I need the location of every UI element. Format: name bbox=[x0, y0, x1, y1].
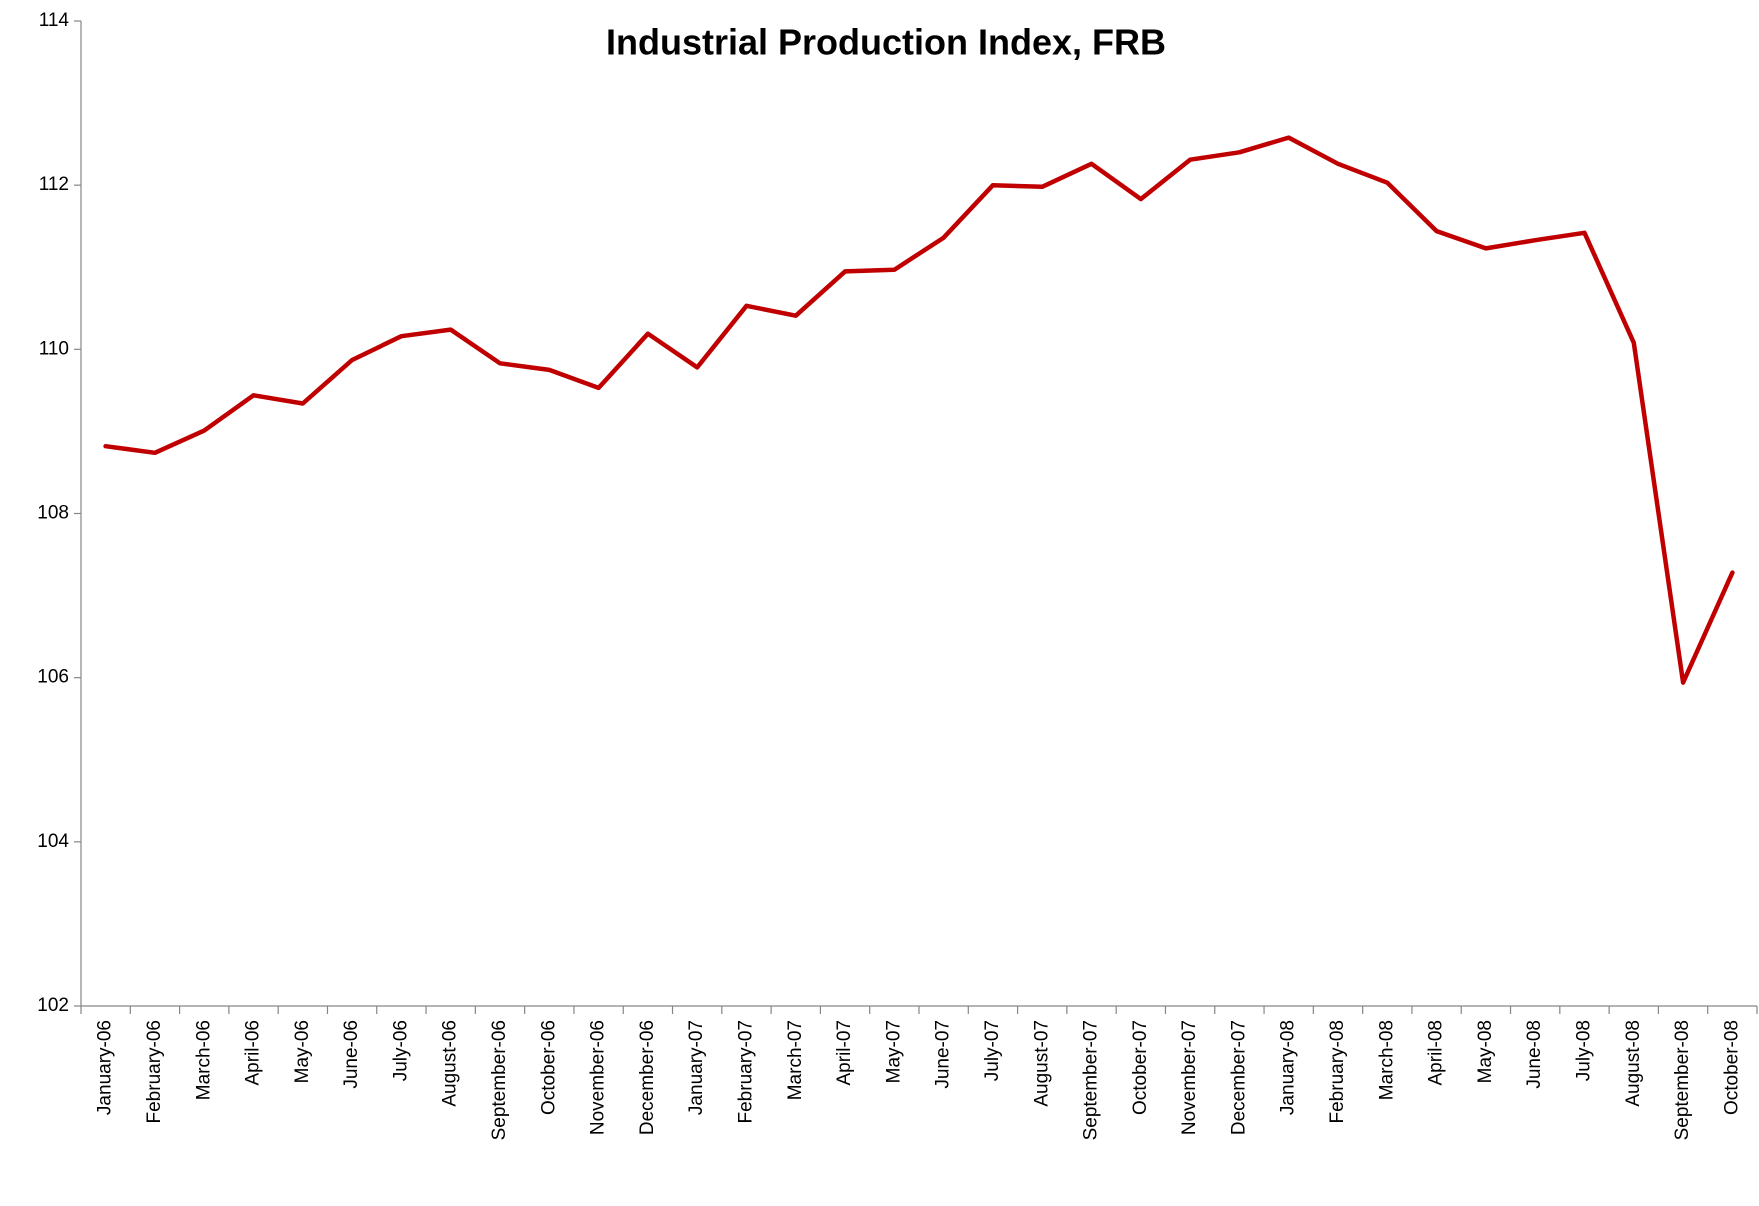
x-tick-label: September-07 bbox=[1081, 1020, 1102, 1140]
x-tick-label: August-07 bbox=[1031, 1020, 1052, 1107]
x-tick-label: December-07 bbox=[1228, 1020, 1249, 1135]
x-tick-label: July-08 bbox=[1573, 1020, 1594, 1081]
y-tick-label: 102 bbox=[37, 995, 69, 1016]
x-tick-label: March-08 bbox=[1376, 1020, 1397, 1100]
chart-title: Industrial Production Index, FRB bbox=[606, 22, 1166, 63]
x-tick-label: August-06 bbox=[440, 1020, 461, 1107]
x-tick-label: November-06 bbox=[588, 1020, 609, 1135]
x-tick-label: September-08 bbox=[1672, 1020, 1693, 1140]
x-tick-label: February-08 bbox=[1327, 1020, 1348, 1124]
x-tick-label: July-06 bbox=[390, 1020, 411, 1081]
y-tick-label: 104 bbox=[37, 831, 69, 852]
x-tick-label: October-06 bbox=[538, 1020, 559, 1115]
y-tick-label: 106 bbox=[37, 667, 69, 688]
x-tick-label: December-06 bbox=[637, 1020, 658, 1135]
x-tick-label: April-07 bbox=[834, 1020, 855, 1085]
x-tick-label: August-08 bbox=[1623, 1020, 1644, 1107]
x-tick-label: April-08 bbox=[1426, 1020, 1447, 1085]
x-tick-label: May-08 bbox=[1475, 1020, 1496, 1083]
x-tick-label: March-07 bbox=[785, 1020, 806, 1100]
x-tick-label: June-06 bbox=[341, 1020, 362, 1089]
x-tick-label: March-06 bbox=[193, 1020, 214, 1100]
x-tick-label: October-08 bbox=[1721, 1020, 1742, 1115]
x-tick-label: June-08 bbox=[1524, 1020, 1545, 1089]
x-tick-label: February-06 bbox=[144, 1020, 165, 1124]
x-tick-label: January-06 bbox=[95, 1020, 116, 1115]
x-tick-label: January-08 bbox=[1278, 1020, 1299, 1115]
x-tick-label: February-07 bbox=[735, 1020, 756, 1124]
x-tick-label: May-06 bbox=[292, 1020, 313, 1083]
x-tick-label: May-07 bbox=[883, 1020, 904, 1083]
y-tick-label: 114 bbox=[39, 10, 70, 31]
y-tick-label: 108 bbox=[37, 503, 69, 524]
x-tick-label: June-07 bbox=[933, 1020, 954, 1089]
y-tick-label: 110 bbox=[39, 338, 69, 359]
x-tick-label: July-07 bbox=[982, 1020, 1003, 1081]
x-tick-label: April-06 bbox=[243, 1020, 264, 1085]
x-tick-label: September-06 bbox=[489, 1020, 510, 1140]
y-tick-label: 112 bbox=[39, 174, 69, 195]
x-tick-label: November-07 bbox=[1179, 1020, 1200, 1135]
x-tick-label: October-07 bbox=[1130, 1020, 1151, 1115]
line-series bbox=[103, 135, 1735, 685]
x-tick-label: January-07 bbox=[686, 1020, 707, 1115]
